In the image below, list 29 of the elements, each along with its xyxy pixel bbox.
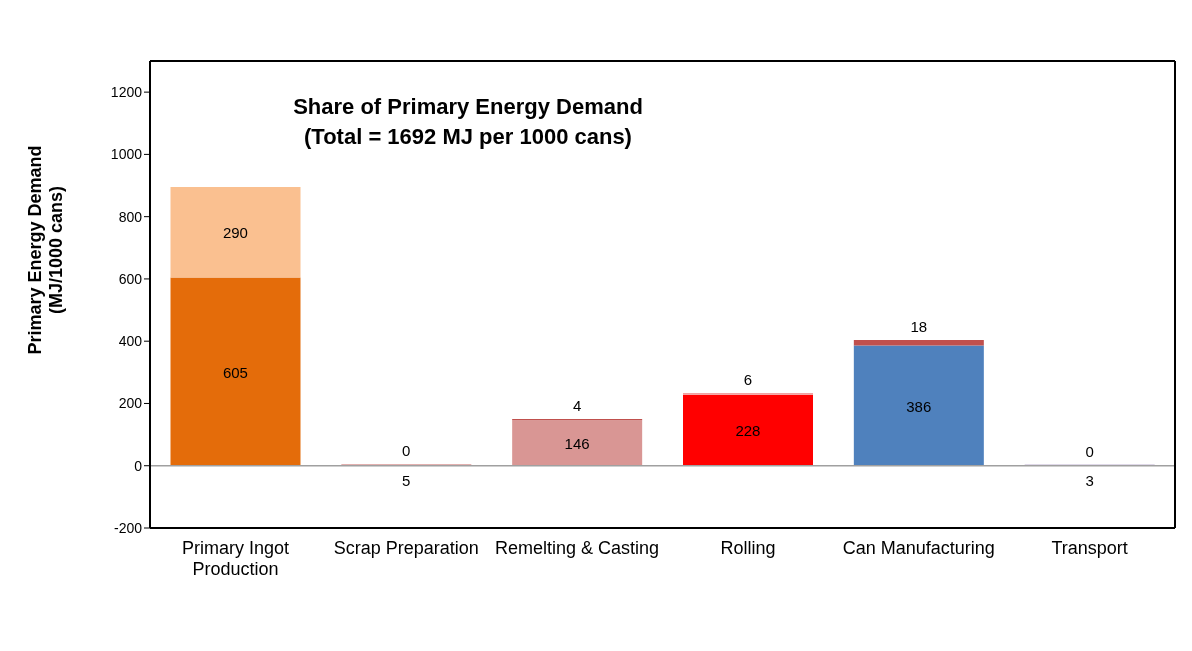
y-tick-label: 1000 (110, 146, 143, 163)
y-tick-label: 400 (118, 333, 143, 350)
x-tick-label: Scrap Preparation (333, 538, 479, 558)
data-label: 386 (906, 397, 932, 415)
y-tick-label: 1200 (110, 84, 143, 101)
data-label: 6 (743, 370, 753, 388)
y-tick-label: -200 (113, 519, 143, 536)
x-tick-label: Can Manufacturing (842, 538, 995, 558)
y-axis-title: Primary Energy Demand (MJ/1000 cans) (25, 144, 67, 357)
y-tick-label: 600 (118, 270, 143, 287)
x-tick-label: Primary Ingot Production (181, 538, 289, 579)
data-label: 146 (564, 435, 590, 453)
text: Share of Primary Energy Demand (293, 94, 643, 119)
x-tick-label: Rolling (720, 538, 776, 558)
data-label: 0 (1085, 442, 1094, 460)
text: (Total = 1692 MJ per 1000 cans) (304, 124, 632, 149)
data-label: 0 (402, 442, 411, 460)
y-tick-label: 800 (118, 208, 143, 225)
data-label: 5 (402, 471, 411, 489)
x-tick-label: Transport (1051, 538, 1128, 558)
y-tick-label: 200 (118, 395, 143, 412)
y-tick-label: 0 (134, 457, 143, 474)
data-label: 4 (572, 397, 582, 415)
x-tick-label: Remelting & Casting (495, 538, 660, 558)
data-label: 3 (1085, 471, 1094, 489)
data-label: 605 (222, 363, 248, 381)
data-label: 18 (910, 317, 928, 335)
data-label: 228 (735, 422, 761, 440)
data-label: 290 (222, 224, 248, 242)
